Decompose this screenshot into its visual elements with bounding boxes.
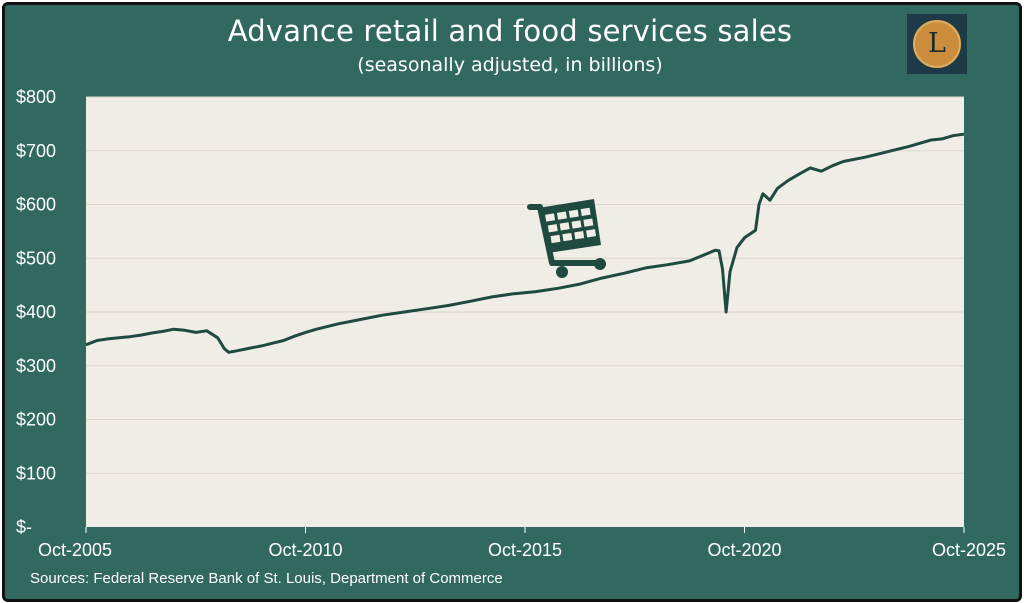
- y-tick-label: $200: [16, 410, 56, 430]
- y-axis-ticks: $- $100 $200 $300 $400 $500 $600 $700 $800: [16, 87, 56, 537]
- y-tick-label: $500: [16, 248, 56, 268]
- chart-title: Advance retail and food services sales: [227, 14, 793, 48]
- y-tick-label: $100: [16, 463, 56, 483]
- y-tick-label: $600: [16, 195, 56, 215]
- x-tick-label: Oct-2020: [707, 540, 781, 560]
- lowell-coin-logo-icon: L: [913, 20, 961, 68]
- gridlines: [86, 96, 964, 474]
- x-tick-label: Oct-2010: [268, 540, 342, 560]
- chart-subtitle: (seasonally adjusted, in billions): [357, 54, 663, 76]
- y-tick-label: $700: [16, 141, 56, 161]
- y-tick-label: $800: [16, 87, 56, 107]
- x-tick-label: Oct-2025: [932, 540, 1006, 560]
- shopping-cart-icon: [527, 199, 606, 278]
- series-line: [85, 132, 965, 354]
- x-axis-ticks: Oct-2005 Oct-2010 Oct-2015 Oct-2020 Oct-2025: [38, 527, 1006, 560]
- logo: L: [907, 14, 967, 74]
- source-note: Sources: Federal Reserve Bank of St. Lou…: [30, 570, 503, 587]
- x-tick-label: Oct-2015: [488, 540, 562, 560]
- y-tick-label: $300: [16, 356, 56, 376]
- x-tick-label: Oct-2005: [38, 540, 112, 560]
- y-tick-label: $-: [16, 517, 32, 537]
- y-tick-label: $400: [16, 302, 56, 322]
